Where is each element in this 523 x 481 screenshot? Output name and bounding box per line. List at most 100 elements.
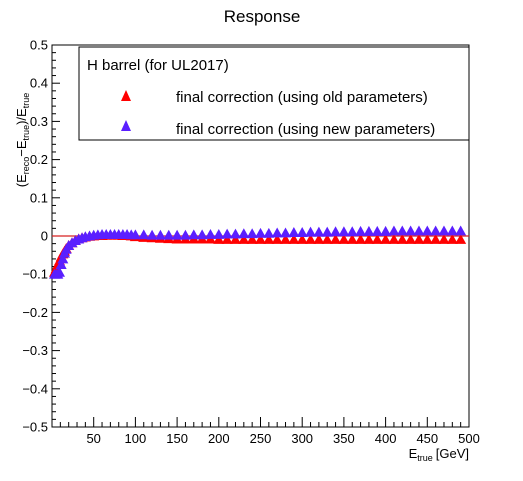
y-tick-label: −0.4 [22,381,48,396]
data-point [229,228,241,239]
data-point [321,233,333,244]
data-point [55,259,67,270]
x-tick-label: 400 [375,431,397,446]
y-axis-title: (Ereco−Etrue)/Etrue [14,93,31,187]
data-point [388,225,400,236]
x-tick-label: 50 [86,431,100,446]
data-point [380,233,392,244]
data-point [396,225,408,236]
data-point [280,227,292,238]
data-point [413,225,425,236]
data-point [221,233,233,244]
y-title-sub-3: true [21,93,31,109]
data-point [213,233,225,244]
data-point [179,229,191,240]
data-point [296,233,308,244]
data-point [229,233,241,244]
data-point [255,233,266,244]
y-tick-label: 0.3 [30,114,48,129]
data-point [246,233,258,244]
svg-text:(Ereco−Etrue)/Etrue: (Ereco−Etrue)/Etrue [14,93,31,187]
data-point [271,227,283,238]
data-point [338,233,350,244]
data-point [321,226,333,237]
data-point [280,233,292,244]
data-point [338,226,350,237]
y-title-sub-1: reco [21,157,31,175]
data-point [446,225,458,236]
y-title-sub-2: true [21,125,31,141]
data-point [213,228,225,239]
y-title-part-3: )/E [14,108,29,125]
data-point [221,228,233,239]
data-point [305,226,317,237]
data-point [288,227,300,237]
data-point [313,226,325,237]
y-tick-label: −0.1 [22,267,48,282]
data-point [455,225,467,236]
legend-marker-old [121,90,131,101]
x-axis-title: Etrue [GeV] [409,446,469,463]
y-title-part-1: (E [14,174,29,187]
data-point [288,233,300,244]
data-point [346,233,358,244]
data-point [388,233,400,244]
data-point [363,225,375,236]
data-point [263,227,275,238]
data-point [438,233,450,244]
legend-box [78,46,470,141]
data-point [188,229,200,240]
data-point [271,233,283,244]
axis-ticks: −0.5 −0.4 −0.3 −0.2 −0.1 0 0.1 0.2 0.3 0.4 0.5 50 10… [22,38,480,447]
data-point [330,226,342,237]
data-point [238,233,250,244]
data-point [57,253,69,264]
data-point [313,233,325,244]
y-tick-label: 0 [41,229,48,244]
data-point [146,229,158,240]
data-point [246,228,258,239]
data-point [305,233,317,244]
x-title-main: E [409,446,418,461]
x-tick-label: 350 [333,431,355,446]
x-tick-label: 300 [291,431,313,446]
data-point [263,233,275,244]
data-point [363,233,375,244]
data-point [413,233,425,244]
x-title-sub: true [417,453,433,463]
data-point [171,229,183,240]
data-point [371,233,383,244]
y-tick-label: −0.2 [22,305,48,320]
data-point [455,233,467,244]
data-point [129,229,141,240]
data-point [371,225,383,236]
data-point [430,225,442,236]
x-tick-label: 250 [250,431,272,446]
data-point [54,266,66,277]
x-tick-label: 200 [208,431,230,446]
data-point [346,226,358,237]
data-point [446,233,458,244]
data-point [438,225,450,236]
data-point [138,229,150,240]
legend-marker-new [121,120,131,131]
legend-label-new: final correction (using new parameters) [176,121,435,138]
x-tick-label: 100 [125,431,147,446]
data-point [380,225,392,236]
legend: H barrel (for UL2017) final correction (… [78,46,470,141]
data-point [405,233,417,244]
x-title-unit: [GeV] [436,446,469,461]
series-new [49,225,467,279]
data-point [355,225,367,236]
y-tick-label: 0.2 [30,152,48,167]
data-point [296,227,308,237]
data-point [255,227,266,238]
x-tick-label: 500 [458,431,480,446]
data-point [421,233,433,244]
data-point [430,233,442,244]
legend-header: H barrel (for UL2017) [87,57,229,74]
y-tick-label: 0.5 [30,38,48,53]
y-tick-label: 0.4 [30,76,48,91]
